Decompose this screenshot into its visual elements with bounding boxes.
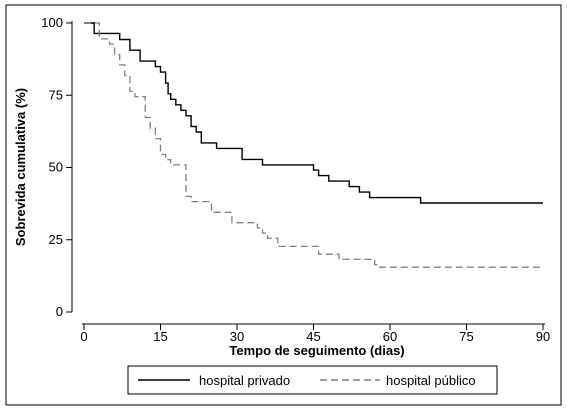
y-tick-label: 0 bbox=[56, 304, 63, 319]
outer-border bbox=[5, 4, 562, 406]
y-tick-label: 50 bbox=[49, 160, 63, 175]
x-tick-label: 15 bbox=[153, 329, 167, 344]
x-axis-title: Tempo de seguimento (dias) bbox=[229, 343, 404, 358]
legend-label-hospital-privado: hospital privado bbox=[199, 373, 290, 388]
legend: hospital privado hospital público bbox=[127, 365, 498, 395]
axes: 0 25 50 75 100 0 15 30 45 60 75 90 bbox=[41, 15, 550, 344]
x-tick-label: 75 bbox=[459, 329, 473, 344]
y-tick-label: 100 bbox=[41, 15, 63, 30]
x-tick-label: 90 bbox=[536, 329, 550, 344]
x-tick-label: 0 bbox=[80, 329, 87, 344]
series-line-hospital-publico bbox=[84, 22, 543, 268]
series-line-hospital-privado bbox=[84, 22, 543, 204]
x-tick-label: 30 bbox=[230, 329, 244, 344]
y-axis-title: Sobrevida cumulativa (%) bbox=[13, 88, 28, 246]
x-tick-label: 45 bbox=[306, 329, 320, 344]
series-lines bbox=[84, 22, 543, 268]
legend-label-hospital-publico: hospital público bbox=[386, 373, 476, 388]
x-tick-label: 60 bbox=[383, 329, 397, 344]
y-tick-label: 75 bbox=[49, 87, 63, 102]
y-tick-label: 25 bbox=[49, 232, 63, 247]
